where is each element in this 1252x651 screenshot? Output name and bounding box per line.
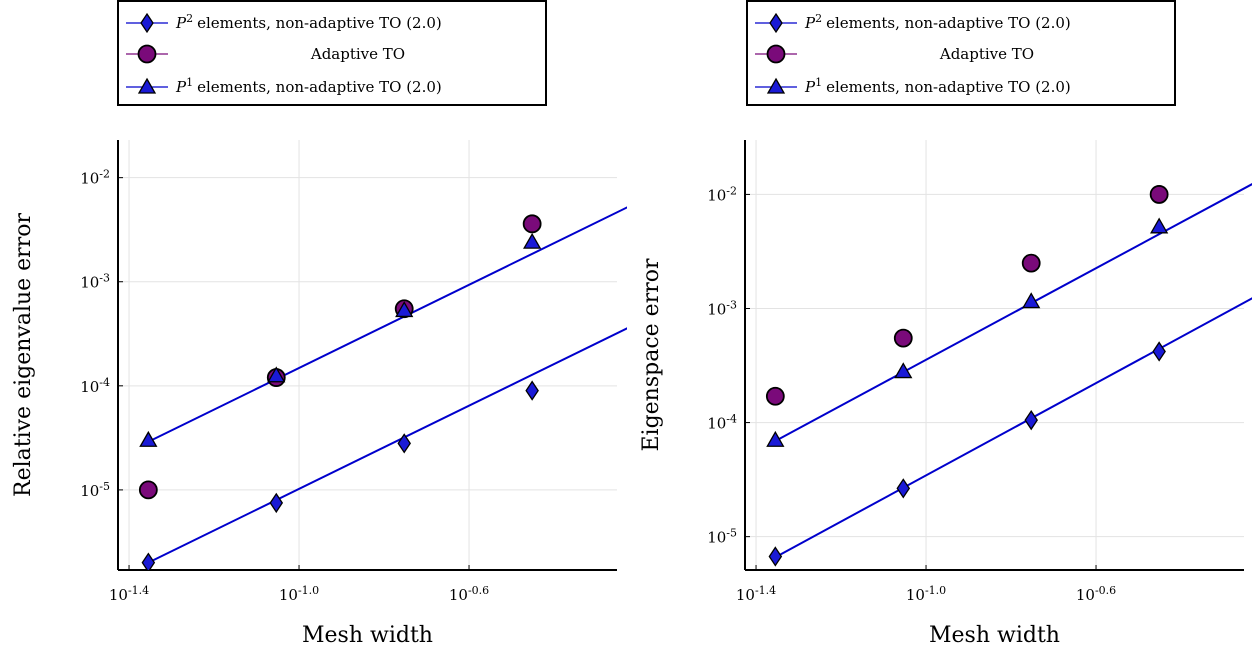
legend-label-p1: P1 elements, non-adaptive TO (2.0) [804,76,1071,97]
p1-marker [267,366,286,383]
p1-marker [766,430,785,447]
legend-diamond-icon [769,12,783,34]
legend-circle-icon [137,44,157,64]
x-tick-label: 10-0.6 [1076,584,1116,605]
chart-panel-1: 10-1.4 10-1.0 10-0.6 10-5 10-4 10-3 10-2 Mesh w… [11,0,669,648]
chart-panel-2: 10-1.4 10-1.0 10-0.6 10-5 10-4 10-3 10-2 Mesh w… [639,0,1252,648]
legend-circle-icon [766,44,786,64]
y-tick-label: 10-3 [80,271,110,292]
legend: P2 elements, non-adaptive TO (2.0) Adaptiv… [746,0,1176,106]
y-tick-label: 10-3 [707,298,737,319]
adaptive-marker [1149,185,1169,204]
p1-marker [652,167,668,181]
legend-label-p1: P1 elements, non-adaptive TO (2.0) [175,76,442,97]
p1-marker [395,301,414,318]
p2-marker [525,380,539,401]
legend-box [117,0,547,106]
p2-marker [269,492,284,514]
p1-marker [523,232,542,249]
x-axis-label: Mesh width [929,623,1060,648]
y-tick-label: 10-4 [707,412,737,433]
p2-marker [896,478,911,499]
adaptive-marker [522,214,542,234]
adaptive-marker [1021,253,1041,273]
p1-marker [894,362,913,379]
p2-marker [768,546,783,567]
p1-marker [1150,217,1169,234]
x-tick-label: 10-0.6 [449,584,489,605]
legend-label-p2: P2 elements, non-adaptive TO (2.0) [804,12,1071,33]
legend: P2 elements, non-adaptive TO (2.0) Adaptiv… [117,0,547,106]
x-tick-label: 10-1.4 [109,584,149,605]
x-tick-label: 10-1.4 [736,584,776,605]
p1-marker [139,430,158,447]
p2-marker [141,552,156,570]
legend-box [746,0,1176,106]
legend-diamond-icon [140,12,154,34]
fit-line [774,183,1252,442]
adaptive-marker [893,328,913,348]
y-tick-label: 10-5 [80,479,110,500]
fit-line [774,297,1252,559]
y-tick-label: 10-2 [80,167,110,188]
p2-marker [1024,409,1038,431]
y-tick-label: 10-5 [707,526,737,547]
legend-triangle-icon [766,77,786,94]
adaptive-marker [652,143,669,160]
p2-marker [1152,341,1166,362]
p1-marker [1022,292,1041,309]
adaptive-marker [765,386,785,406]
x-tick-label: 10-1.0 [279,584,319,605]
adaptive-marker [138,480,158,500]
y-tick-label: 10-2 [707,184,737,205]
p2-marker [397,433,411,454]
x-tick-label: 10-1.0 [906,584,946,605]
y-tick-label: 10-4 [80,375,110,396]
legend-label-adaptive: Adaptive TO [310,45,405,63]
x-axis-label: Mesh width [302,623,433,648]
legend-label-adaptive: Adaptive TO [939,45,1034,63]
legend-label-p2: P2 elements, non-adaptive TO (2.0) [175,12,442,33]
legend-triangle-icon [137,77,157,94]
y-axis-label: Eigenspace error [639,258,664,451]
y-axis-label: Relative eigenvalue error [11,213,36,497]
